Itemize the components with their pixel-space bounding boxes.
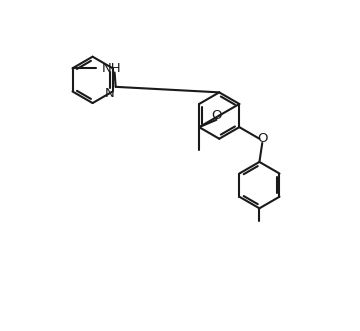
Text: NH: NH bbox=[102, 62, 122, 75]
Text: O: O bbox=[257, 132, 267, 145]
Text: O: O bbox=[211, 109, 222, 122]
Text: N: N bbox=[105, 87, 115, 100]
